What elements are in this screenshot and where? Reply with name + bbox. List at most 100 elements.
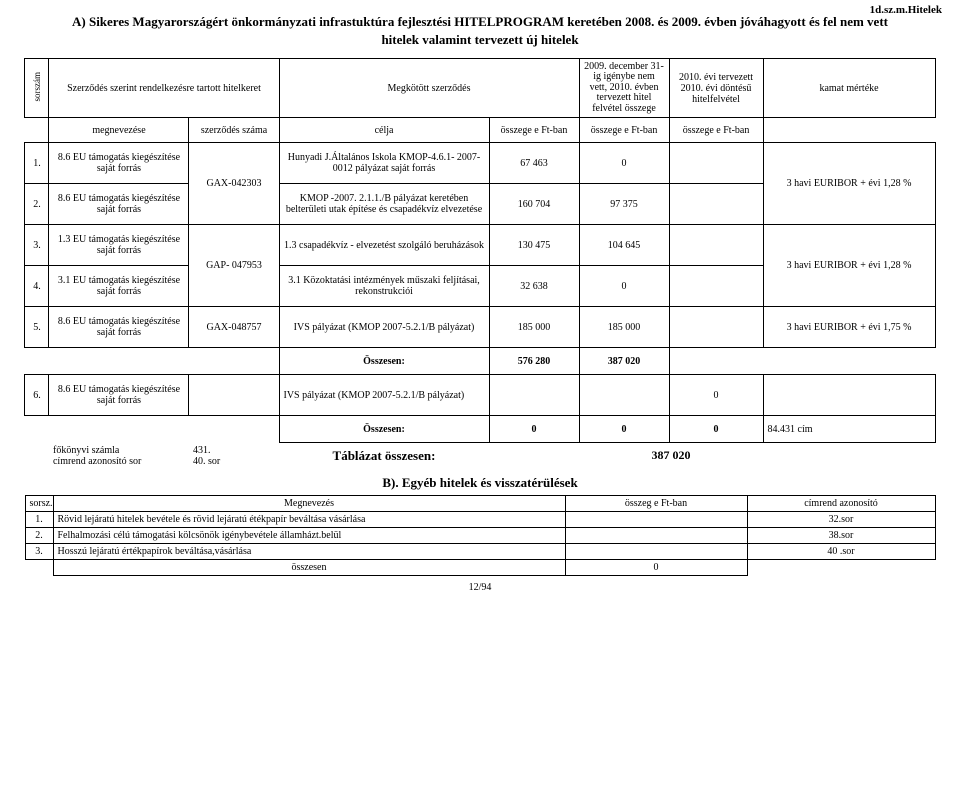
row-rate: 3 havi EURIBOR + évi 1,75 % <box>763 307 935 348</box>
b-ossz: összeg e Ft-ban <box>565 495 747 511</box>
row-v1: 160 704 <box>489 184 579 225</box>
b-sorsz: sorsz. <box>25 495 53 511</box>
col-tervezett: 2010. évi tervezett 2010. évi döntésű hi… <box>669 59 763 118</box>
row-v1: 67 463 <box>489 143 579 184</box>
row-v2: 104 645 <box>579 225 669 266</box>
row-megnev: 8.6 EU támogatás kiegészítése saját forr… <box>49 184 189 225</box>
row-megnev: 3.1 EU támogatás kiegészítése saját forr… <box>49 266 189 307</box>
page: 1d.sz.m.Hitelek A) Sikeres Magyarországé… <box>0 0 960 785</box>
b-row-text: Rövid lejáratú hitelek bevétele és rövid… <box>53 511 565 527</box>
row6-terv: 0 <box>669 375 763 416</box>
row-cel: IVS pályázat (KMOP 2007-5.2.1/B pályázat… <box>279 307 489 348</box>
sub-osszft2: összege e Ft-ban <box>579 118 669 143</box>
sum2-label: Összesen: <box>279 416 489 443</box>
table-a-sum2: Összesen: 0 0 0 84.431 cím <box>25 416 935 443</box>
row-v2: 185 000 <box>579 307 669 348</box>
b-row-val <box>565 527 747 543</box>
table-row: 3.1.3 EU támogatás kiegészítése saját fo… <box>25 225 935 266</box>
row-megnev: 8.6 EU támogatás kiegészítése saját forr… <box>49 143 189 184</box>
sub-osszft1: összege e Ft-ban <box>489 118 579 143</box>
sum1-v1: 576 280 <box>489 348 579 375</box>
row-terv <box>669 225 763 266</box>
table-b: sorsz. Megnevezés összeg e Ft-ban címren… <box>25 495 936 576</box>
row-cel: 1.3 csapadékvíz - elvezetést szolgáló be… <box>279 225 489 266</box>
table-row: 3.Hosszú lejáratú értékpapírok beváltása… <box>25 543 935 559</box>
sum1-v2: 387 020 <box>579 348 669 375</box>
row-v1: 185 000 <box>489 307 579 348</box>
sumb-value: 0 <box>565 559 747 575</box>
table-a-row6: 6. 8.6 EU támogatás kiegészítése saját f… <box>25 375 935 416</box>
row-szerz: GAX-048757 <box>189 307 279 348</box>
b-row-n: 2. <box>25 527 53 543</box>
table-row: 5.8.6 EU támogatás kiegészítése saját fo… <box>25 307 935 348</box>
row-cel: Hunyadi J.Általános Iskola KMOP-4.6.1- 2… <box>279 143 489 184</box>
row-v1: 32 638 <box>489 266 579 307</box>
row-v2: 0 <box>579 266 669 307</box>
row-megnev: 8.6 EU támogatás kiegészítése saját forr… <box>49 307 189 348</box>
row-v2: 97 375 <box>579 184 669 225</box>
section-a-title-2: hitelek valamint tervezett új hitelek <box>24 32 936 48</box>
b-row-cim: 40 .sor <box>747 543 935 559</box>
row-terv <box>669 307 763 348</box>
b-row-cim: 38.sor <box>747 527 935 543</box>
sum2-note: 84.431 cím <box>763 416 935 443</box>
row-cel: KMOP -2007. 2.1.1./B pályázat keretében … <box>279 184 489 225</box>
row-terv <box>669 184 763 225</box>
tablossz-label: Táblázat összesen: <box>279 443 489 469</box>
row-terv <box>669 266 763 307</box>
col-sorszam: sorszám <box>32 72 42 102</box>
b-row-n: 3. <box>25 543 53 559</box>
col-blocksmall: 2009. december 31-ig igénybe nem vett, 2… <box>579 59 669 118</box>
fokonyv-k2: címrend azonosító sor <box>53 456 185 467</box>
table-b-sum: összesen 0 <box>25 559 935 575</box>
col-megkotott: Megkötött szerződés <box>279 59 579 118</box>
sum2-v3: 0 <box>669 416 763 443</box>
table-a-fokonyv: főkönyvi számla címrend azonosító sor 43… <box>25 443 935 469</box>
table-row: 2.Felhalmozási célú támogatási kölcsönök… <box>25 527 935 543</box>
row-n: 3. <box>25 225 49 266</box>
b-row-val <box>565 543 747 559</box>
doc-code: 1d.sz.m.Hitelek <box>870 4 942 16</box>
table-row: 1.Rövid lejáratú hitelek bevétele és röv… <box>25 511 935 527</box>
row-n: 5. <box>25 307 49 348</box>
tablossz-value: 387 020 <box>579 443 763 469</box>
table-a-sum1: Összesen: 576 280 387 020 <box>25 348 935 375</box>
row-n: 1. <box>25 143 49 184</box>
row-rate: 3 havi EURIBOR + évi 1,28 % <box>763 143 935 225</box>
row6-megnev: 8.6 EU támogatás kiegészítése saját forr… <box>49 375 189 416</box>
fokonyv-v2: 40. sor <box>193 456 275 467</box>
row-cel: 3.1 Közoktatási intézmények műszaki felj… <box>279 266 489 307</box>
sub-szerz-szama: szerződés száma <box>189 118 279 143</box>
page-number: 12/94 <box>24 582 936 593</box>
sum2-v1: 0 <box>489 416 579 443</box>
b-row-cim: 32.sor <box>747 511 935 527</box>
row-n: 2. <box>25 184 49 225</box>
b-row-text: Felhalmozási célú támogatási kölcsönök i… <box>53 527 565 543</box>
row6-n: 6. <box>25 375 49 416</box>
col-hitelkeret: Szerződés szerint rendelkezésre tartott … <box>49 59 279 118</box>
sub-celja: célja <box>279 118 489 143</box>
col-kamat: kamat mértéke <box>763 59 935 118</box>
b-cimrend: címrend azonosító <box>747 495 935 511</box>
table-a: sorszám Szerződés szerint rendelkezésre … <box>24 58 935 469</box>
b-row-text: Hosszú lejáratú értékpapírok beváltása,v… <box>53 543 565 559</box>
row-rate: 3 havi EURIBOR + évi 1,28 % <box>763 225 935 307</box>
b-row-n: 1. <box>25 511 53 527</box>
sub-megnevezese: megnevezése <box>49 118 189 143</box>
sum2-v2: 0 <box>579 416 669 443</box>
b-row-val <box>565 511 747 527</box>
b-megnev: Megnevezés <box>53 495 565 511</box>
row-szerz: GAP- 047953 <box>189 225 279 307</box>
sub-osszft3: összege e Ft-ban <box>669 118 763 143</box>
fokonyv-k1: főkönyvi számla <box>53 445 185 456</box>
table-b-header: sorsz. Megnevezés összeg e Ft-ban címren… <box>25 495 935 511</box>
row-v2: 0 <box>579 143 669 184</box>
sumb-label: összesen <box>53 559 565 575</box>
row-n: 4. <box>25 266 49 307</box>
table-row: 1.8.6 EU támogatás kiegészítése saját fo… <box>25 143 935 184</box>
row-v1: 130 475 <box>489 225 579 266</box>
section-a-title-1: A) Sikeres Magyarországért önkormányzati… <box>24 14 936 30</box>
table-a-header-main: sorszám Szerződés szerint rendelkezésre … <box>25 59 935 118</box>
fokonyv-v1: 431. <box>193 445 275 456</box>
section-b-title: B). Egyéb hitelek és visszatérülések <box>24 475 936 491</box>
